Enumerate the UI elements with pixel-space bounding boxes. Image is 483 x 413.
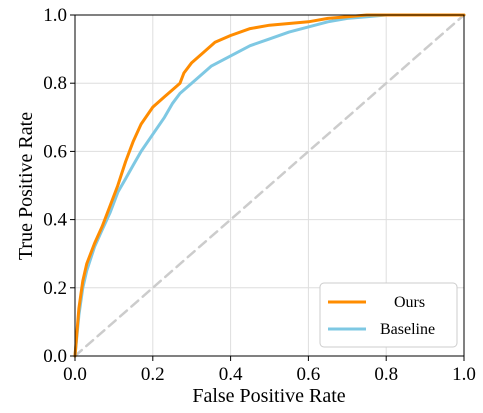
y-tick-label: 0.8 [43,73,67,94]
legend-label-baseline: Baseline [380,321,435,338]
series-layer [73,13,466,358]
legend: Ours Baseline [319,282,458,348]
y-tick-label: 1.0 [43,5,67,26]
axes-layer [74,14,465,357]
x-tick-label: 0.4 [219,364,243,385]
x-tick-label: 0.8 [374,364,398,385]
y-tick-label: 0.2 [43,278,67,299]
y-tick-label: 0.4 [43,210,67,231]
ticks-layer: 0.0 0.2 0.4 0.6 0.8 1.0 0.0 0.2 0.4 0.6 0.8 1.0 [43,5,476,385]
x-axis-label: False Positive Rate [192,385,345,407]
x-tick-label: 0.0 [63,364,87,385]
y-axis-label: True Positive Rate [15,112,37,260]
ours-curve [73,13,466,358]
x-tick-label: 0.6 [297,364,321,385]
random-diagonal [73,13,466,358]
x-tick-label: 0.2 [141,364,165,385]
plot-frame [74,14,465,357]
legend-label-ours: Ours [394,294,425,311]
x-tick-label: 1.0 [452,364,476,385]
legend-box [319,282,458,348]
y-tick-label: 0.0 [43,346,67,367]
y-tick-label: 0.6 [43,141,67,162]
